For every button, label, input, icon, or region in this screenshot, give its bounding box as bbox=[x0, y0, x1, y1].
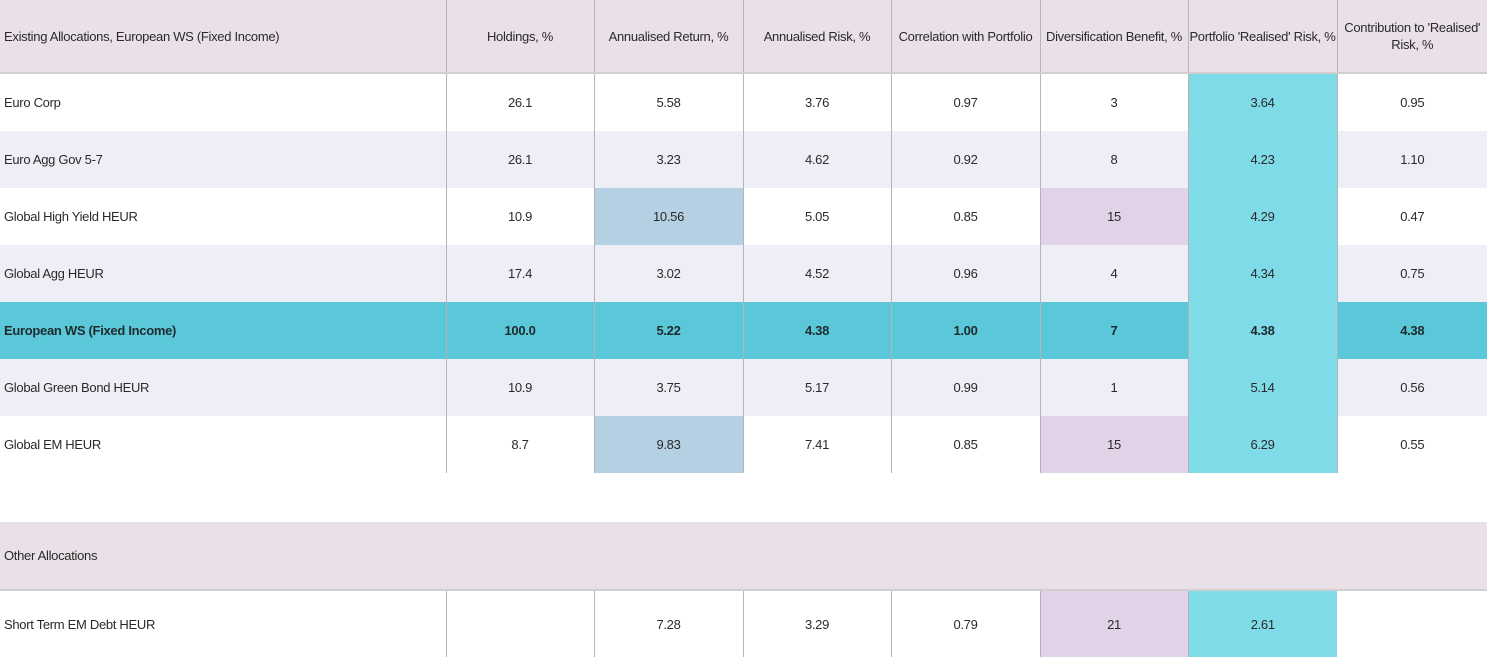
risk-cell: 4.52 bbox=[742, 245, 891, 302]
other-allocations-title: Other Allocations bbox=[0, 522, 1487, 591]
holdings-cell bbox=[445, 590, 594, 657]
table-row: Global EM HEUR 8.7 9.83 7.41 0.85 15 6.2… bbox=[0, 416, 1487, 473]
diversification-cell: 7 bbox=[1039, 302, 1188, 359]
contribution-cell: 0.95 bbox=[1336, 73, 1487, 131]
risk-cell: 7.41 bbox=[742, 416, 891, 473]
row-name: Global EM HEUR bbox=[0, 416, 446, 473]
row-name: Global High Yield HEUR bbox=[0, 188, 446, 245]
correlation-cell: 0.96 bbox=[890, 245, 1040, 302]
holdings-cell: 17.4 bbox=[445, 245, 594, 302]
header-contribution: Contribution to 'Realised' Risk, % bbox=[1336, 0, 1487, 74]
holdings-cell: 10.9 bbox=[445, 188, 594, 245]
row-name: Euro Agg Gov 5-7 bbox=[0, 131, 446, 188]
holdings-cell: 26.1 bbox=[445, 73, 594, 131]
diversification-cell: 8 bbox=[1039, 131, 1188, 188]
realised-risk-cell: 6.29 bbox=[1187, 416, 1337, 473]
correlation-cell: 0.85 bbox=[890, 188, 1040, 245]
diversification-cell: 4 bbox=[1039, 245, 1188, 302]
portfolio-total-row: European WS (Fixed Income) 100.0 5.22 4.… bbox=[0, 302, 1487, 359]
realised-risk-cell: 5.14 bbox=[1187, 359, 1337, 416]
contribution-cell bbox=[1337, 590, 1487, 657]
realised-risk-cell: 4.34 bbox=[1187, 245, 1337, 302]
return-cell: 3.02 bbox=[593, 245, 743, 302]
return-cell: 5.58 bbox=[593, 73, 743, 131]
header-holdings: Holdings, % bbox=[445, 0, 594, 74]
return-cell: 3.23 bbox=[593, 131, 743, 188]
return-cell: 7.28 bbox=[593, 590, 743, 657]
risk-cell: 3.29 bbox=[742, 590, 891, 657]
correlation-cell: 0.99 bbox=[890, 359, 1040, 416]
return-cell: 5.22 bbox=[593, 302, 743, 359]
correlation-cell: 0.92 bbox=[890, 131, 1040, 188]
table-header-row: Existing Allocations, European WS (Fixed… bbox=[0, 0, 1487, 74]
risk-cell: 5.05 bbox=[742, 188, 891, 245]
realised-risk-cell: 3.64 bbox=[1187, 73, 1337, 131]
diversification-cell: 15 bbox=[1039, 416, 1188, 473]
header-allocation: Existing Allocations, European WS (Fixed… bbox=[0, 0, 446, 74]
risk-cell: 3.76 bbox=[742, 73, 891, 131]
header-realised-risk: Portfolio 'Realised' Risk, % bbox=[1187, 0, 1337, 74]
row-name: Euro Corp bbox=[0, 73, 446, 131]
diversification-cell: 21 bbox=[1039, 590, 1188, 657]
correlation-cell: 1.00 bbox=[890, 302, 1040, 359]
contribution-cell: 0.55 bbox=[1336, 416, 1487, 473]
contribution-cell: 0.47 bbox=[1336, 188, 1487, 245]
return-cell: 3.75 bbox=[593, 359, 743, 416]
contribution-cell: 4.38 bbox=[1336, 302, 1487, 359]
realised-risk-cell: 4.38 bbox=[1187, 302, 1337, 359]
realised-risk-cell: 2.61 bbox=[1187, 590, 1337, 657]
risk-cell: 5.17 bbox=[742, 359, 891, 416]
table-row: Global High Yield HEUR 10.9 10.56 5.05 0… bbox=[0, 188, 1487, 245]
row-name: Short Term EM Debt HEUR bbox=[0, 590, 446, 657]
table-row: Short Term EM Debt HEUR 7.28 3.29 0.79 2… bbox=[0, 590, 1487, 657]
risk-cell: 4.38 bbox=[742, 302, 891, 359]
other-allocations-header-row: Other Allocations bbox=[0, 522, 1487, 591]
section-spacer bbox=[0, 473, 1487, 522]
row-name: Global Green Bond HEUR bbox=[0, 359, 446, 416]
row-name: European WS (Fixed Income) bbox=[0, 302, 446, 359]
contribution-cell: 0.75 bbox=[1336, 245, 1487, 302]
header-annualised-risk: Annualised Risk, % bbox=[742, 0, 891, 74]
correlation-cell: 0.79 bbox=[890, 590, 1040, 657]
risk-cell: 4.62 bbox=[742, 131, 891, 188]
table-row: Euro Agg Gov 5-7 26.1 3.23 4.62 0.92 8 4… bbox=[0, 131, 1487, 188]
return-cell: 9.83 bbox=[593, 416, 743, 473]
holdings-cell: 26.1 bbox=[445, 131, 594, 188]
correlation-cell: 0.97 bbox=[890, 73, 1040, 131]
holdings-cell: 10.9 bbox=[445, 359, 594, 416]
header-correlation: Correlation with Portfolio bbox=[890, 0, 1040, 74]
correlation-cell: 0.85 bbox=[890, 416, 1040, 473]
table-row: Global Agg HEUR 17.4 3.02 4.52 0.96 4 4.… bbox=[0, 245, 1487, 302]
diversification-cell: 3 bbox=[1039, 73, 1188, 131]
table-row: Global Green Bond HEUR 10.9 3.75 5.17 0.… bbox=[0, 359, 1487, 416]
holdings-cell: 8.7 bbox=[445, 416, 594, 473]
row-name: Global Agg HEUR bbox=[0, 245, 446, 302]
spacer-cell bbox=[0, 473, 1487, 522]
return-cell: 10.56 bbox=[593, 188, 743, 245]
realised-risk-cell: 4.23 bbox=[1187, 131, 1337, 188]
header-annualised-return: Annualised Return, % bbox=[593, 0, 743, 74]
diversification-cell: 1 bbox=[1039, 359, 1188, 416]
contribution-cell: 1.10 bbox=[1336, 131, 1487, 188]
table-row: Euro Corp 26.1 5.58 3.76 0.97 3 3.64 0.9… bbox=[0, 73, 1487, 131]
realised-risk-cell: 4.29 bbox=[1187, 188, 1337, 245]
diversification-cell: 15 bbox=[1039, 188, 1188, 245]
header-diversification: Diversification Benefit, % bbox=[1039, 0, 1188, 74]
holdings-cell: 100.0 bbox=[445, 302, 594, 359]
contribution-cell: 0.56 bbox=[1336, 359, 1487, 416]
